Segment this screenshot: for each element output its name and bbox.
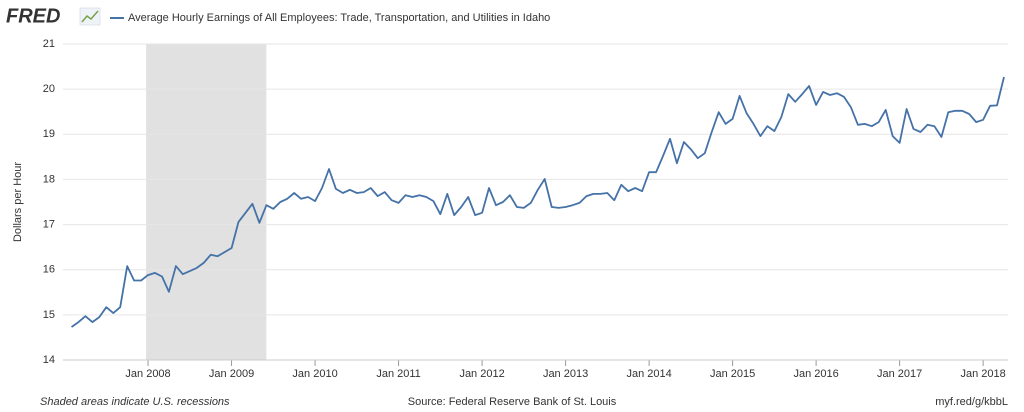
logo: FRED	[6, 5, 60, 27]
y-tick-label: 21	[43, 38, 55, 50]
y-tick-label: 20	[43, 83, 55, 95]
y-tick-label: 14	[43, 354, 55, 366]
source: Source: Federal Reserve Bank of St. Loui…	[408, 396, 617, 408]
y-tick-label: 19	[43, 128, 55, 140]
recession-note: Shaded areas indicate U.S. recessions	[40, 396, 230, 408]
y-tick-label: 18	[43, 173, 55, 185]
x-tick-label: Jan 2012	[459, 368, 504, 380]
y-tick-label: 16	[43, 264, 55, 276]
x-tick-label: Jan 2016	[793, 368, 838, 380]
x-tick-label: Jan 2017	[877, 368, 922, 380]
logo-icon	[79, 7, 101, 26]
x-tick-label: Jan 2009	[209, 368, 254, 380]
x-tick-label: Jan 2013	[543, 368, 588, 380]
recession-shade	[146, 44, 267, 360]
x-tick-label: Jan 2014	[626, 368, 671, 380]
x-tick-label: Jan 2018	[960, 368, 1005, 380]
x-tick-label: Jan 2008	[125, 368, 170, 380]
x-tick-label: Jan 2015	[710, 368, 755, 380]
legend-label: Average Hourly Earnings of All Employees…	[128, 12, 550, 24]
y-tick-label: 17	[43, 218, 55, 230]
y-axis-label: Dollars per Hour	[12, 162, 24, 242]
data-line	[70, 76, 1005, 328]
x-tick-label: Jan 2010	[292, 368, 337, 380]
y-tick-label: 15	[43, 309, 55, 321]
link[interactable]: myf.red/g/kbbL	[935, 396, 1008, 408]
x-tick-label: Jan 2011	[376, 368, 420, 380]
